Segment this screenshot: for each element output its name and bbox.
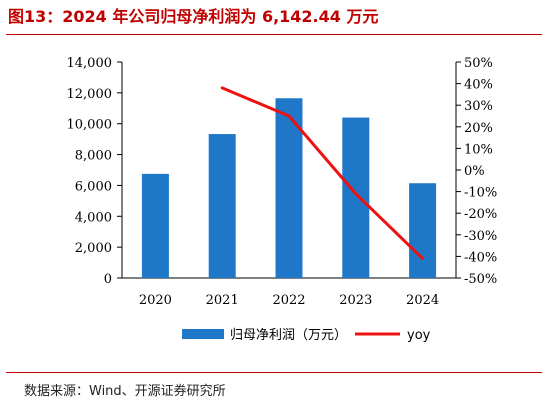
source-note: 数据来源：Wind、开源证券研究所: [24, 384, 226, 399]
line-series: [220, 86, 425, 261]
y-right-tick-label: 0%: [464, 164, 485, 179]
bar: [208, 134, 236, 278]
y-right-tick-label: -50%: [464, 272, 497, 287]
bar: [409, 183, 437, 278]
y-left-tick-label: 14,000: [67, 56, 113, 71]
title-divider: [6, 34, 542, 35]
yoy-point: [287, 114, 291, 118]
chart-title: 图13：2024 年公司归母净利润为 6,142.44 万元: [8, 7, 379, 26]
legend-bar-swatch: [182, 329, 224, 339]
legend-line-label: yoy: [407, 328, 431, 343]
footer-divider: [6, 372, 542, 373]
y-right-tick-label: 20%: [464, 121, 493, 136]
y-right-tick-label: 30%: [464, 99, 493, 114]
chart-legend: 归母净利润（万元） yoy: [182, 328, 431, 343]
y-left-tick-label: 12,000: [67, 87, 113, 102]
bar: [342, 117, 370, 279]
y-right-tick-label: -10%: [464, 186, 497, 201]
x-tick-label: 2021: [206, 293, 239, 308]
y-left-tick-label: 8,000: [75, 149, 112, 164]
y-left-tick-label: 4,000: [75, 210, 112, 225]
y-left-tick-label: 0: [104, 272, 112, 287]
legend-bar-label: 归母净利润（万元）: [230, 328, 347, 343]
x-tick-label: 2023: [339, 293, 372, 308]
y-left-tick-label: 6,000: [75, 179, 112, 194]
bar: [141, 173, 169, 278]
yoy-point: [220, 86, 224, 90]
y-left-tick-label: 2,000: [75, 241, 112, 256]
y-right-tick-label: -30%: [464, 229, 497, 244]
yoy-line: [221, 86, 424, 260]
y-left-tick-label: 10,000: [67, 118, 113, 133]
x-tick-label: 2022: [272, 293, 305, 308]
x-tick-label: 2020: [139, 293, 172, 308]
y-right-tick-label: 40%: [464, 78, 493, 93]
y-right-tick-label: 10%: [464, 142, 493, 157]
y-right-tick-label: -40%: [464, 250, 497, 265]
y-right-tick-label: -20%: [464, 207, 497, 222]
x-tick-label: 2024: [406, 293, 439, 308]
yoy-point: [354, 192, 358, 196]
y-right-tick-label: 50%: [464, 56, 493, 71]
chart-axes: 0 2,000 4,000 6,000 8,000 10,000 12,000 14,000 5…: [67, 56, 498, 308]
yoy-point: [421, 257, 425, 261]
bar-series: [141, 98, 437, 279]
